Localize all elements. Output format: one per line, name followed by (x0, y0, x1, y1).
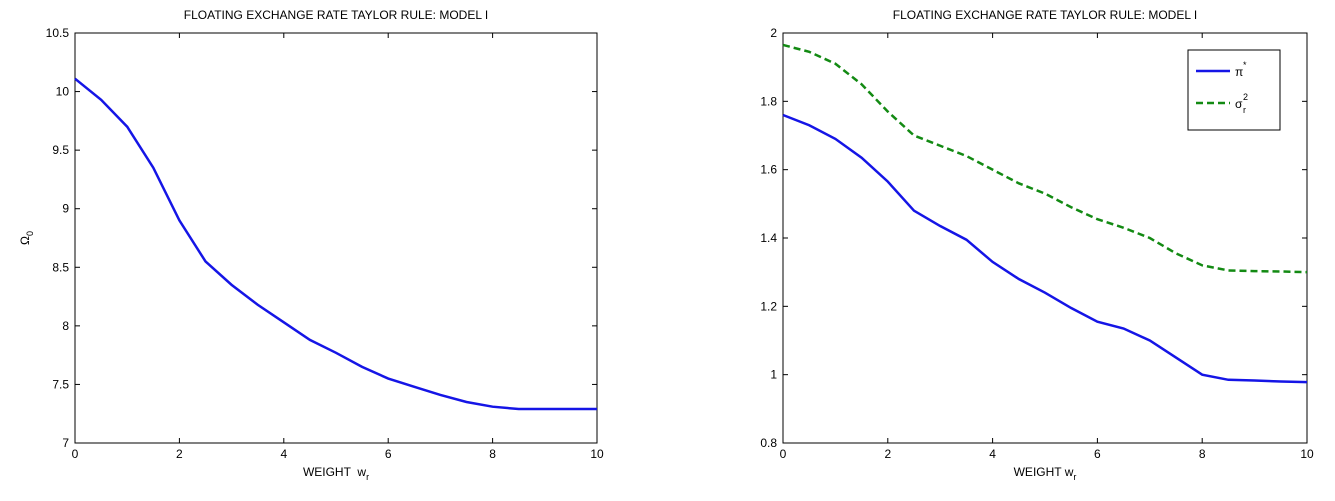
legend-label-text: π (1235, 65, 1243, 79)
x-axis-label: WEIGHT wr (1014, 465, 1077, 482)
chart-title: FLOATING EXCHANGE RATE TAYLOR RULE: MODE… (184, 8, 489, 22)
legend-label-text: σ (1235, 97, 1243, 111)
x-tick-label: 8 (489, 447, 496, 461)
data-line (782, 43, 1308, 274)
x-axis-label-sub: r (1073, 472, 1076, 482)
y-tick-label: 8.5 (52, 260, 69, 274)
x-tick-label: 0 (72, 447, 79, 461)
x-axis-label-sub: r (366, 472, 369, 482)
y-axis-label-text: Ω (18, 236, 32, 245)
y-tick-label: 1 (770, 368, 777, 382)
plot-area (74, 32, 598, 444)
y-tick-label: 1.6 (760, 163, 777, 177)
legend-label: σ2 r (1235, 92, 1248, 115)
y-tick-label: 1.4 (760, 231, 777, 245)
y-tick-label: 0.8 (760, 436, 777, 450)
data-line (74, 77, 597, 411)
y-tick-label: 1.8 (760, 94, 777, 108)
y-tick-label: 10 (56, 85, 70, 99)
x-axis-label-text: WEIGHT w (303, 465, 366, 479)
x-axis-label: WEIGHT wr (303, 465, 369, 482)
x-tick-label: 10 (1300, 447, 1314, 461)
y-axis-label-sub: 0 (25, 231, 35, 236)
x-tick-label: 6 (385, 447, 392, 461)
y-tick-label: 1.2 (760, 299, 777, 313)
legend-label-sub: r (1243, 105, 1246, 115)
x-tick-label: 0 (780, 447, 787, 461)
y-tick-label: 7 (62, 436, 69, 450)
legend-label: π* (1235, 60, 1247, 79)
x-tick-label: 8 (1199, 447, 1206, 461)
x-tick-label: 4 (280, 447, 287, 461)
x-axis-label-text: WEIGHT w (1014, 465, 1074, 479)
legend (1187, 49, 1281, 131)
y-tick-label: 8 (62, 319, 69, 333)
chart-title: FLOATING EXCHANGE RATE TAYLOR RULE: MODE… (893, 8, 1198, 22)
y-tick-label: 9 (62, 202, 69, 216)
x-tick-label: 6 (1094, 447, 1101, 461)
x-tick-label: 2 (884, 447, 891, 461)
x-tick-label: 4 (989, 447, 996, 461)
x-tick-label: 2 (176, 447, 183, 461)
legend-label-sup: 2 (1243, 92, 1248, 102)
y-tick-label: 2 (770, 26, 777, 40)
y-tick-label: 9.5 (52, 143, 69, 157)
y-tick-label: 7.5 (52, 377, 69, 391)
legend-label-sup: * (1243, 60, 1247, 70)
x-tick-label: 10 (590, 447, 604, 461)
y-axis-label: Ω0 (18, 231, 35, 245)
y-tick-label: 10.5 (46, 26, 70, 40)
data-line (782, 113, 1308, 384)
